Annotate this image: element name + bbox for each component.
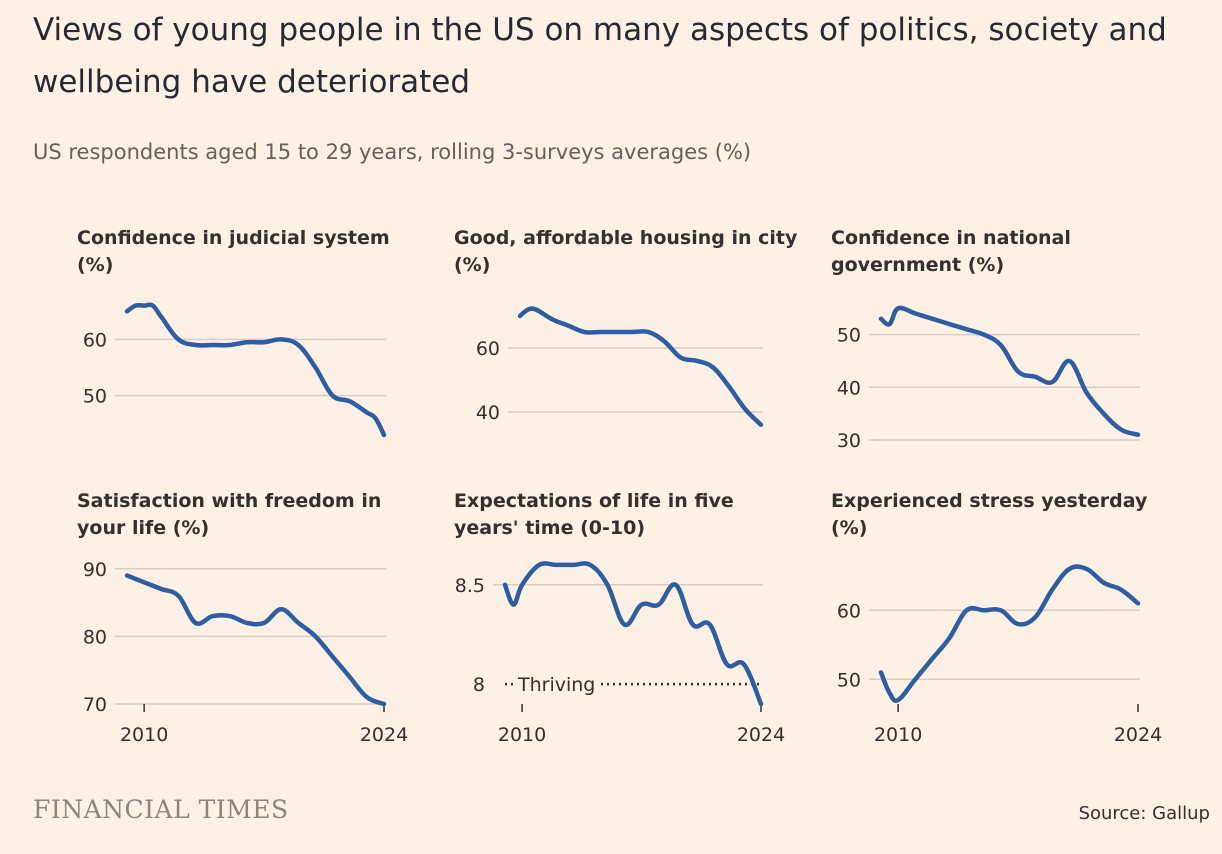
- series-line-6: [878, 564, 1141, 703]
- reference-label-thriving: Thriving: [517, 674, 595, 696]
- y-tick-label-3-2: 40: [837, 377, 861, 399]
- panel-title-1-line-2: (%): [77, 254, 114, 276]
- y-tick-label-4-2: 80: [83, 626, 107, 648]
- y-tick-label-5-1: 8: [473, 674, 485, 696]
- series-line-3: [878, 305, 1141, 437]
- reference-label-bg: [515, 673, 597, 696]
- panel-title-5-line-1: Expectations of life in five: [454, 490, 734, 512]
- panel-title-5-line-2: years' time (0-10): [454, 517, 646, 539]
- y-tick-label-3-3: 50: [837, 325, 861, 347]
- y-tick-label-6-2: 60: [837, 600, 861, 622]
- chart-title: Views of young people in the US on many …: [33, 12, 1167, 100]
- panel-title-3: Confidence in national government (%): [831, 225, 1176, 279]
- panel-title-1: Confidence in judicial system (%): [77, 225, 422, 279]
- panel-title-4-line-2: your life (%): [77, 517, 210, 539]
- ft-logo: FINANCIAL TIMES: [33, 795, 289, 824]
- y-tick-label-4-1: 70: [83, 694, 107, 716]
- source-note: Source: Gallup: [1078, 803, 1210, 824]
- series-line-4: [124, 573, 387, 707]
- x-tick-label-4-1: 2010: [120, 724, 168, 746]
- y-tick-label-6-1: 50: [837, 669, 861, 691]
- panel-title-2-line-2: (%): [454, 254, 491, 276]
- y-tick-label-2-1: 40: [476, 402, 500, 424]
- y-tick-label-1-1: 50: [83, 386, 107, 408]
- series-line-2: [517, 306, 764, 428]
- panel-title-3-line-2: government (%): [831, 254, 1005, 276]
- panel-title-5: Expectations of life in five years' time…: [454, 488, 799, 542]
- panel-title-4-line-1: Satisfaction with freedom in: [77, 490, 382, 512]
- x-tick-label-5-1: 2010: [498, 724, 546, 746]
- panel-title-6: Experienced stress yesterday (%): [831, 488, 1176, 542]
- y-tick-label-2-2: 60: [476, 338, 500, 360]
- panel-title-3-line-1: Confidence in national: [831, 227, 1071, 249]
- series-line-5: [502, 561, 764, 707]
- chart-subtitle: US respondents aged 15 to 29 years, roll…: [33, 140, 752, 164]
- y-tick-label-1-2: 60: [83, 329, 107, 351]
- y-tick-label-4-3: 90: [83, 559, 107, 581]
- series-line-1: [124, 302, 387, 438]
- x-tick-label-6-2: 2024: [1114, 724, 1162, 746]
- y-tick-label-3-1: 30: [837, 430, 861, 452]
- panel-title-2: Good, affordable housing in city (%): [454, 225, 799, 279]
- panel-title-2-line-1: Good, affordable housing in city: [454, 227, 798, 249]
- panel-title-6-line-1: Experienced stress yesterday: [831, 490, 1148, 512]
- panel-title-6-line-2: (%): [831, 517, 868, 539]
- panel-title-4: Satisfaction with freedom in your life (…: [77, 488, 422, 542]
- panel-title-1-line-1: Confidence in judicial system: [77, 227, 390, 249]
- x-tick-label-5-2: 2024: [737, 724, 785, 746]
- x-tick-label-4-2: 2024: [360, 724, 408, 746]
- x-tick-label-6-1: 2010: [874, 724, 922, 746]
- y-tick-label-5-2: 8.5: [455, 575, 485, 597]
